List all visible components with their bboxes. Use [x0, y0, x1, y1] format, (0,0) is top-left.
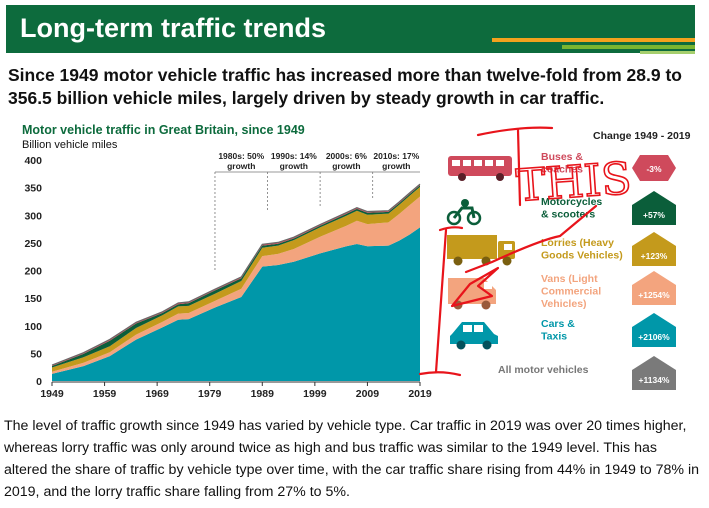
change-badge [632, 356, 676, 390]
total-line [51, 183, 421, 366]
growth-label: 1990s: 14% growth [271, 151, 317, 171]
title-banner: Long-term traffic trends [6, 5, 695, 53]
x-tick-label: 1949 [40, 388, 64, 400]
chart-title: Motor vehicle traffic in Great Britain, … [22, 123, 305, 137]
lorry-wheel [453, 256, 463, 266]
bus-wheel [496, 173, 504, 181]
annotation-arrow-head [450, 266, 500, 308]
change-value: +1134% [639, 375, 670, 385]
bus-window [474, 160, 482, 166]
bus-window [463, 160, 471, 166]
y-axis-label: Billion vehicle miles [22, 139, 118, 151]
motorcycle-frame [452, 206, 476, 219]
van-wheel [481, 300, 491, 310]
lorry-window [504, 244, 512, 250]
x-tick-label: 2009 [356, 388, 380, 400]
traffic-chart: Motor vehicle traffic in Great Britain, … [22, 123, 691, 400]
car-window [463, 325, 472, 332]
x-tick-label: 1999 [303, 388, 327, 400]
annotation-stroke [476, 126, 554, 137]
y-tick-label: 300 [24, 210, 42, 222]
lorry-icon [447, 235, 497, 259]
growth-label: 1980s: 50% growth [218, 151, 264, 171]
bus-window [485, 160, 493, 166]
annotation-arrow-line [464, 204, 598, 274]
annotation-stroke [438, 226, 464, 232]
van-window [484, 282, 492, 289]
y-tick-label: 400 [24, 155, 42, 167]
y-tick-label: 100 [24, 321, 42, 333]
legend-label: Buses & coaches [541, 151, 583, 176]
headline: Since 1949 motor vehicle traffic has inc… [8, 65, 682, 108]
area-motorcycles-scooters [52, 185, 420, 368]
annotation-text: THIS [515, 153, 634, 212]
y-tick-label: 150 [24, 293, 42, 305]
change-value: +1254% [638, 290, 670, 300]
x-tick-label: 2019 [408, 388, 432, 400]
bus-window [452, 160, 460, 166]
body-paragraph: The level of traffic growth since 1949 h… [4, 418, 700, 500]
area-vans-light-commercial-vehicles [52, 196, 420, 374]
legend-label: Lorries (Heavy Goods Vehicles) [541, 237, 623, 262]
motorcycle-icon [446, 210, 462, 226]
change-value: +2106% [638, 332, 670, 342]
x-tick-label: 1989 [251, 388, 275, 400]
stripe-orange [492, 38, 695, 42]
change-badge [632, 271, 676, 305]
page-title: Long-term traffic trends [20, 13, 327, 43]
change-value: +57% [643, 210, 665, 220]
change-title: Change 1949 - 2019 [593, 130, 691, 142]
annotation-stroke [434, 228, 448, 374]
change-badge [632, 155, 676, 181]
area-cars-taxis [52, 227, 420, 381]
change-badge [632, 191, 676, 225]
y-tick-label: 50 [30, 348, 42, 360]
change-value: -3% [646, 164, 662, 174]
y-tick-label: 350 [24, 183, 42, 195]
growth-label: 2000s: 6% growth [326, 151, 368, 171]
y-tick-label: 250 [24, 238, 42, 250]
change-value: +123% [641, 251, 668, 261]
x-tick-label: 1969 [145, 388, 169, 400]
annotation-stroke [516, 128, 522, 207]
change-badge [632, 313, 676, 347]
x-tick-label: 1959 [93, 388, 117, 400]
y-tick-label: 0 [36, 376, 42, 388]
bus-wheel [458, 173, 466, 181]
annotation-stroke [418, 371, 462, 377]
legend-label: Vans (Light Commercial Vehicles) [541, 273, 601, 310]
car-icon [450, 322, 498, 344]
lorry-wheel [502, 256, 512, 266]
motorcycle-rider [461, 199, 469, 207]
x-tick-label: 1979 [198, 388, 222, 400]
legend-label: Cars & Taxis [541, 318, 575, 343]
change-badge [632, 232, 676, 266]
bus-window [496, 160, 504, 166]
legend-label: All motor vehicles [498, 364, 589, 376]
y-tick-label: 200 [24, 266, 42, 278]
car-wheel [482, 340, 492, 350]
car-window [474, 325, 483, 332]
growth-label: 2010s: 17% growth [373, 151, 419, 171]
stripe-green [562, 45, 695, 49]
car-wheel [456, 340, 466, 350]
stripe-lightgreen [640, 51, 695, 54]
area-lorries-heavy-goods-vehicles [52, 186, 420, 372]
